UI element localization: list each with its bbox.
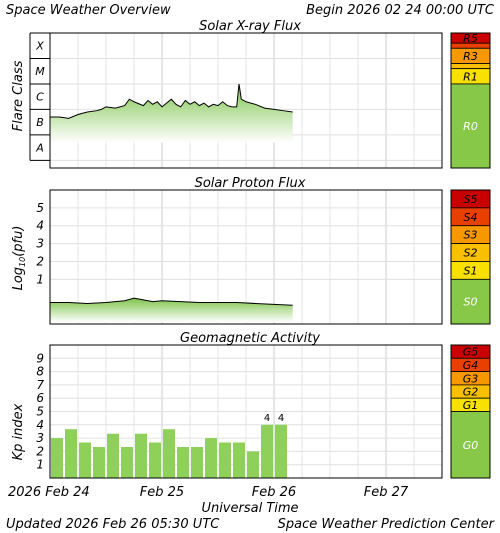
- scale-label-G5: G5: [463, 346, 479, 359]
- scale-frame: [450, 32, 491, 169]
- scale-frame: [450, 189, 491, 325]
- y-tick-label: 1: [36, 458, 44, 472]
- swpc-credit: Space Weather Prediction Center: [278, 517, 496, 532]
- y-tick-label: 9: [36, 351, 44, 365]
- y-tick-label: 3: [36, 431, 44, 445]
- scale-label-G2: G2: [463, 386, 479, 399]
- flux-line: [50, 83, 293, 119]
- begin-time: Begin 2026 02 24 00:00 UTC: [306, 3, 495, 18]
- kp-bar: [205, 438, 217, 478]
- scale-label-S0: S0: [464, 296, 478, 309]
- scale-band-S0: [450, 278, 491, 325]
- y-tick-label: 4: [36, 418, 44, 432]
- kp-bar: [275, 424, 287, 478]
- kp-bar: [93, 447, 105, 478]
- tick-label-C: C: [36, 91, 44, 104]
- panel-title-xray: Solar X-ray Flux: [199, 19, 301, 34]
- kp-bar: [177, 447, 189, 478]
- y-tick-label: 8: [36, 365, 44, 379]
- kp-bar: [149, 442, 161, 478]
- scale-label-G4: G4: [463, 359, 479, 372]
- flux-area: [50, 83, 293, 143]
- y-tick-label: 4: [36, 219, 44, 233]
- kp-bar: [233, 442, 245, 478]
- tick-label-X: X: [35, 40, 44, 53]
- scale-label-R0: R0: [463, 120, 478, 133]
- plot-frame: [49, 344, 443, 479]
- tick-label-A: A: [35, 142, 44, 155]
- updated-time: Updated 2026 Feb 26 05:30 UTC: [6, 517, 220, 532]
- scale-label-G1: G1: [463, 399, 479, 412]
- x-tick-label: Feb 26: [252, 485, 296, 500]
- kp-data-label: 4: [264, 413, 270, 424]
- scale-label-R3: R3: [463, 50, 478, 63]
- kp-bar: [51, 438, 63, 478]
- flux-area: [50, 298, 293, 323]
- plot-frame: [49, 32, 443, 169]
- ylabel-geomag: Kp index: [11, 403, 26, 460]
- x-tick-label: 2026 Feb 24: [8, 485, 90, 500]
- ylabel-xray: Flare Class: [11, 60, 26, 131]
- tick-label-B: B: [36, 116, 44, 129]
- y-tick-label: 5: [36, 201, 44, 215]
- kp-bar: [107, 433, 119, 478]
- kp-bar: [219, 442, 231, 478]
- ylabel-proton: Log10(pfu): [11, 226, 27, 291]
- scale-band-R4: [450, 42, 491, 49]
- kp-bar: [121, 447, 133, 478]
- kp-bar: [261, 424, 273, 478]
- x-tick-label: Feb 27: [364, 485, 409, 500]
- y-tick-label: 3: [36, 237, 44, 251]
- kp-bar: [79, 442, 91, 478]
- tick-label-M: M: [35, 65, 45, 78]
- y-tick-label: 2: [36, 254, 44, 268]
- kp-bar: [247, 451, 259, 478]
- scale-label-S3: S3: [464, 229, 478, 242]
- y-tick-label: 2: [36, 444, 44, 458]
- time-axis: 2026 Feb 24 Feb 25 Feb 26 Feb 27: [8, 485, 409, 500]
- scale-label-R5: R5: [463, 32, 478, 45]
- kp-bar: [163, 429, 175, 478]
- scale-label-S5: S5: [464, 193, 478, 206]
- xlabel: Universal Time: [201, 501, 298, 516]
- flux-line: [50, 297, 293, 306]
- panel-title-proton: Solar Proton Flux: [195, 176, 306, 191]
- kp-data-label: 4: [278, 413, 284, 424]
- scale-band-R2: [450, 63, 491, 70]
- scale-label-R1: R1: [463, 70, 478, 83]
- scale-frame: [450, 344, 491, 479]
- kp-bar: [191, 447, 203, 478]
- scale-label-G3: G3: [463, 372, 479, 385]
- y-tick-label: 1: [36, 272, 44, 286]
- scale-label-S2: S2: [464, 247, 478, 260]
- proton-panel: 1 2 3 4 5 S5 S4 S3 S2 S1 S0: [36, 189, 491, 325]
- scale-label-G0: G0: [463, 439, 479, 452]
- plot-frame: [49, 189, 443, 325]
- page-title: Space Weather Overview: [6, 3, 171, 18]
- y-tick-label: 7: [36, 378, 44, 392]
- scale-label-S4: S4: [464, 211, 478, 224]
- scale-label-S1: S1: [464, 264, 478, 277]
- panel-title-geomag: Geomagnetic Activity: [180, 331, 320, 346]
- y-tick-label: 6: [36, 391, 44, 405]
- kp-bar: [135, 433, 147, 478]
- y-tick-label: 5: [36, 405, 44, 419]
- x-tick-label: Feb 25: [140, 485, 184, 500]
- kp-bar: [65, 429, 77, 478]
